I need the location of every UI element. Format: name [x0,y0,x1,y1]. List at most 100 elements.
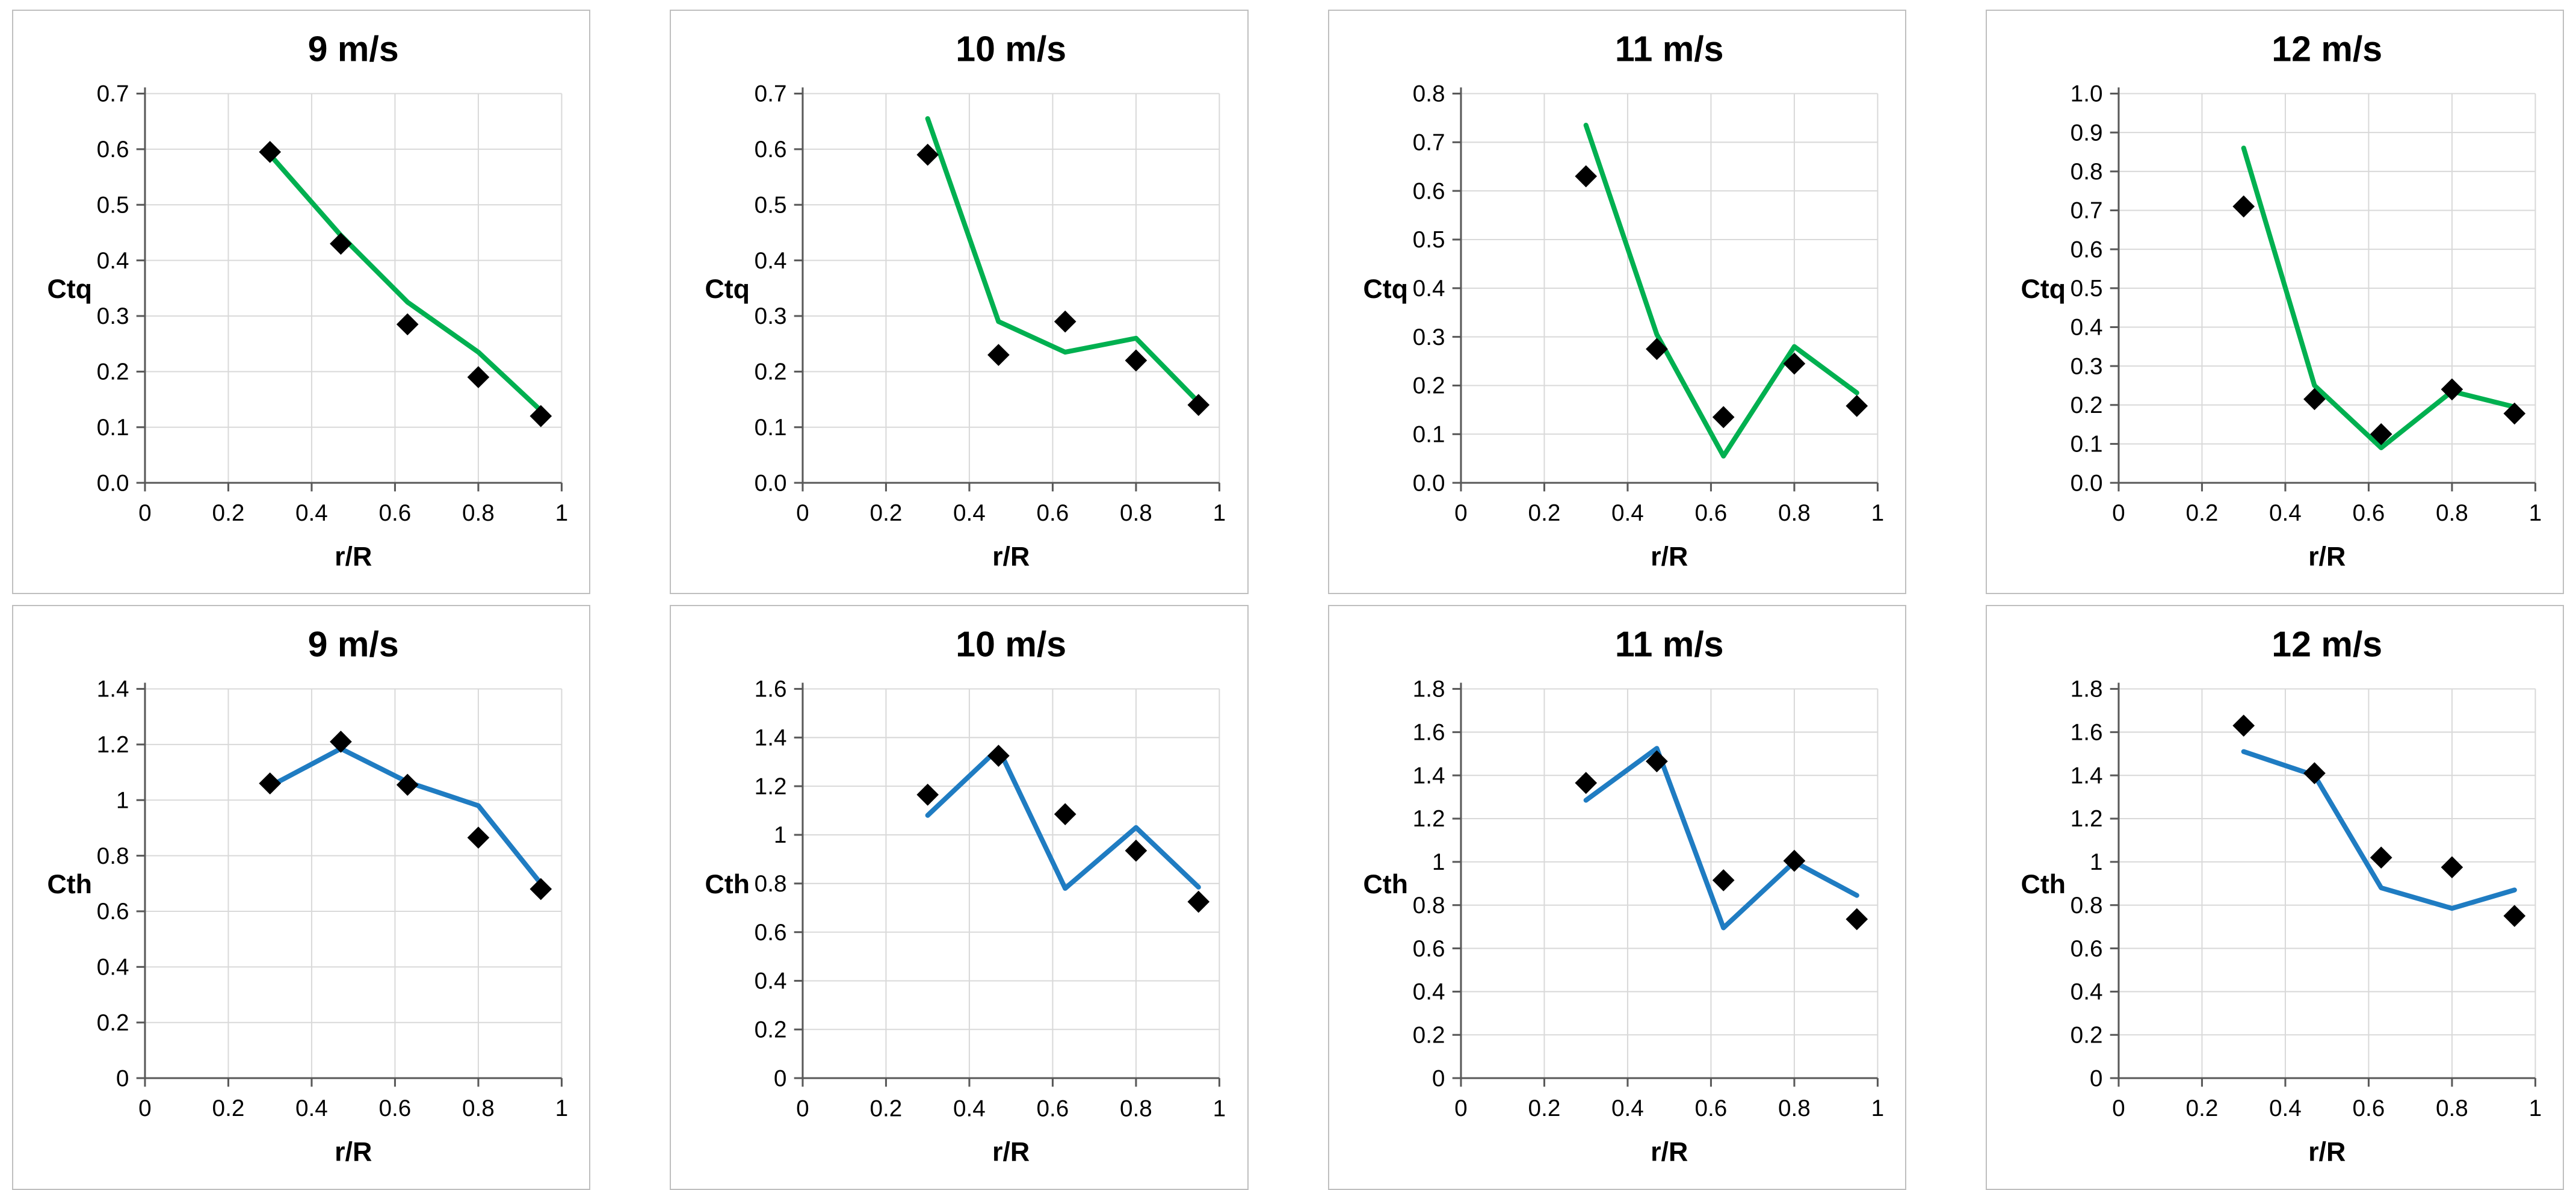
x-tick-label: 0.4 [2269,500,2302,526]
y-tick-label: 0 [1432,1066,1445,1092]
data-point-diamond [2370,846,2392,869]
y-tick-label: 0.8 [1412,81,1445,107]
data-point-diamond [2303,762,2326,785]
x-tick-label: 0.6 [2352,1096,2385,1122]
x-tick-label: 1 [1871,1096,1884,1122]
y-tick-label: 1 [116,788,129,814]
chart-cth-12ms: 0 0.2 0.4 0.6 0.8 1 1.2 1.4 1.6 1.8 0 0.2 0.4 0.6 0.8 1… [2021,625,2542,1167]
chart-ctq-11ms: 0.0 0.1 0.2 0.3 0.4 0.5 0.6 0.7 0.8 0 0.2 0.4 0.6 0.8… [1363,29,1884,572]
y-tick-label: 0.8 [97,843,129,869]
data-point-diamond [987,745,1010,767]
y-tick-label: 0.3 [1412,324,1445,350]
y-tick-label: 0.6 [755,137,787,163]
y-axis-title: Ctq [705,274,750,304]
x-tick-label: 0.2 [2185,500,2218,526]
x-tick-label: 0 [796,1096,809,1122]
data-point-diamond [1125,349,1147,372]
chart-title: 11 m/s [1614,625,1723,665]
data-point-diamond [1645,338,1668,361]
y-tick-label: 0.7 [755,81,787,107]
y-tick-label: 0.6 [97,899,129,925]
data-point-diamond [2503,905,2525,928]
x-tick-label: 0.4 [1611,1096,1644,1122]
x-tick-label: 0 [2112,500,2125,526]
x-tick-label: 0.6 [1694,1096,1727,1122]
x-tick-label: 0.6 [1037,500,1069,526]
y-tick-label: 1.4 [755,725,787,751]
y-tick-label: 0.2 [97,359,129,385]
data-point-diamond [330,232,352,255]
x-tick-label: 1 [2528,500,2542,526]
x-axis-title: r/R [992,542,1030,572]
y-tick-label: 0.7 [97,81,129,107]
data-point-diamond [1054,310,1076,333]
x-tick-label: 0.2 [2185,1096,2218,1122]
y-tick-label: 0.2 [755,1017,787,1043]
y-tick-label: 0.1 [97,415,129,441]
data-point-diamond [2441,856,2463,879]
y-tick-label: 0.8 [755,871,787,897]
x-tick-label: 0 [138,500,152,526]
data-point-diamond [1845,395,1868,417]
data-point-diamond [2503,402,2525,425]
panel-ctq-12ms: 0.0 0.1 0.2 0.3 0.4 0.5 0.6 0.7 0.8 0.9 1.0 0 0.2 0.4… [1985,10,2564,595]
x-tick-label: 0.6 [2352,500,2385,526]
y-tick-label: 0.4 [2070,979,2102,1005]
data-point-diamond [2232,195,2255,218]
y-tick-label: 0.3 [2070,353,2102,379]
y-tick-label: 1.4 [97,677,129,702]
x-tick-label: 0.8 [462,500,495,526]
y-tick-label: 0.8 [2070,893,2102,919]
y-tick-label: 0.4 [1412,276,1445,302]
data-point-diamond [259,141,282,163]
y-tick-label: 1.2 [755,774,787,800]
y-tick-label: 0.6 [97,137,129,163]
y-tick-label: 0.4 [1412,979,1445,1005]
y-tick-label: 0.5 [1412,227,1445,253]
data-point-diamond [1712,869,1735,892]
y-tick-label: 0 [774,1066,787,1092]
chart-title: 10 m/s [956,29,1067,69]
x-tick-label: 0 [1454,1096,1468,1122]
chart-cth-11ms: 0 0.2 0.4 0.6 0.8 1 1.2 1.4 1.6 1.8 0 0.2 0.4 0.6 0.8 1… [1363,625,1884,1167]
x-tick-label: 0.8 [2436,1096,2468,1122]
chart-ctq-9ms: 0.0 0.1 0.2 0.3 0.4 0.5 0.6 0.7 0 0.2 0.4 0.6 0.8 1 9 … [47,29,568,572]
y-tick-label: 0.6 [2070,936,2102,962]
data-point-diamond [530,404,552,427]
data-point-diamond [987,344,1010,366]
y-tick-label: 1.8 [2070,677,2102,702]
x-tick-label: 0.6 [1694,500,1727,526]
data-point-diamond [467,826,490,849]
y-axis-title: Cth [1363,870,1408,900]
x-tick-label: 0.2 [212,500,245,526]
prediction-line [1583,122,1859,459]
chart-title: 10 m/s [956,625,1067,665]
x-tick-label: 1 [1213,1096,1226,1122]
x-tick-label: 0.4 [1611,500,1644,526]
chart-cth-10ms: 0 0.2 0.4 0.6 0.8 1 1.2 1.4 1.6 0 0.2 0.4 0.6 0.8 1 10 … [705,625,1226,1167]
y-tick-label: 0.8 [1412,893,1445,919]
prediction-line [2241,145,2517,450]
y-tick-label: 1.6 [1412,720,1445,746]
y-axis-title: Ctq [47,274,92,304]
y-tick-label: 0.1 [2070,432,2102,457]
x-tick-label: 0.6 [379,500,412,526]
y-tick-label: 0.5 [97,192,129,218]
x-tick-label: 0.4 [953,500,986,526]
y-tick-label: 0.4 [97,955,129,981]
panel-cth-10ms: 0 0.2 0.4 0.6 0.8 1 1.2 1.4 1.6 0 0.2 0.4 0.6 0.8 1 10 … [670,605,1249,1190]
data-point-diamond [259,772,282,795]
x-tick-label: 0.2 [870,500,903,526]
y-tick-label: 0.6 [2070,237,2102,262]
y-tick-label: 0.7 [2070,198,2102,224]
y-tick-label: 0.5 [755,192,787,218]
y-tick-label: 0.1 [1412,422,1445,448]
x-tick-label: 0.8 [1120,500,1152,526]
chart-ctq-10ms: 0.0 0.1 0.2 0.3 0.4 0.5 0.6 0.7 0 0.2 0.4 0.6 0.8 1 10… [705,29,1226,572]
x-tick-label: 0.8 [2436,500,2468,526]
x-tick-label: 0.2 [1528,500,1560,526]
data-point-diamond [396,313,419,336]
panel-ctq-11ms: 0.0 0.1 0.2 0.3 0.4 0.5 0.6 0.7 0.8 0 0.2 0.4 0.6 0.8… [1327,10,1906,595]
x-tick-label: 0.8 [1120,1096,1152,1122]
x-axis-title: r/R [2308,542,2346,572]
